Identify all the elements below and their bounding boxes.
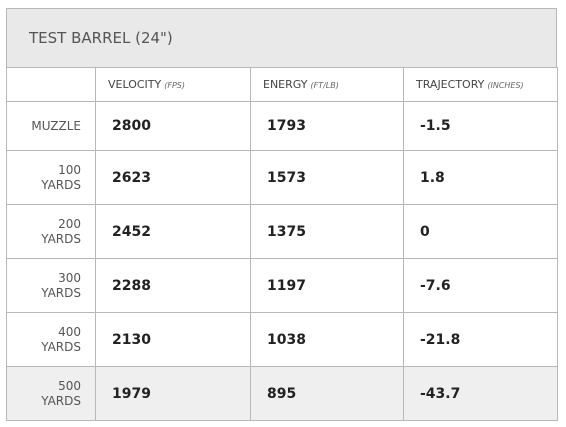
row-label-cell: 400 YARDS [6,312,96,367]
corner-cell [6,67,96,102]
value-cell: -43.7 [403,366,558,421]
column-unit: (INCHES) [487,81,524,90]
value-cell: 1375 [250,204,404,259]
row-label-cell: 500 YARDS [6,366,96,421]
value-cell: 2800 [95,101,251,151]
value-cell: 1.8 [403,150,558,205]
row-label-cell: MUZZLE [6,101,96,151]
table-row: 200 YARDS 2452 1375 0 [6,204,558,259]
table-row: MUZZLE 2800 1793 -1.5 [6,101,558,151]
value-cell: 1573 [250,150,404,205]
value-cell: -1.5 [403,101,558,151]
column-unit: (FT/LB) [310,81,339,90]
header-row: VELOCITY (FPS) ENERGY (FT/LB) TRAJECTORY (INC… [6,67,558,102]
value-cell: -7.6 [403,258,558,313]
column-header: VELOCITY (FPS) [95,67,251,102]
table-title: TEST BARREL (24") [6,8,557,67]
value-cell: 1793 [250,101,404,151]
column-name: VELOCITY [108,78,162,91]
value-cell: 1038 [250,312,404,367]
row-label-cell: 200 YARDS [6,204,96,259]
column-unit: (FPS) [164,81,185,90]
value-cell: 0 [403,204,558,259]
row-label: 300 YARDS [41,270,81,300]
value-cell: 2452 [95,204,251,259]
value-cell: 895 [250,366,404,421]
row-label: 200 YARDS [41,216,81,246]
value-cell: 2288 [95,258,251,313]
row-label: 100 YARDS [41,162,81,192]
data-table: VELOCITY (FPS) ENERGY (FT/LB) TRAJECTORY (INC… [6,67,558,421]
value-cell: 2130 [95,312,251,367]
value-cell: 2623 [95,150,251,205]
column-header: ENERGY (FT/LB) [250,67,404,102]
row-label: MUZZLE [31,118,81,133]
table-row: 100 YARDS 2623 1573 1.8 [6,150,558,205]
table-row: 400 YARDS 2130 1038 -21.8 [6,312,558,367]
table-row: 500 YARDS 1979 895 -43.7 [6,366,558,421]
column-header: TRAJECTORY (INCHES) [403,67,558,102]
value-cell: 1979 [95,366,251,421]
row-label-cell: 100 YARDS [6,150,96,205]
row-label: 500 YARDS [41,378,81,408]
row-label-cell: 300 YARDS [6,258,96,313]
column-name: TRAJECTORY [416,78,485,91]
value-cell: -21.8 [403,312,558,367]
ballistics-table: TEST BARREL (24") VELOCITY (FPS) ENERGY (FT… [6,8,558,421]
row-label: 400 YARDS [41,324,81,354]
table-row: 300 YARDS 2288 1197 -7.6 [6,258,558,313]
value-cell: 1197 [250,258,404,313]
column-name: ENERGY [263,78,308,91]
